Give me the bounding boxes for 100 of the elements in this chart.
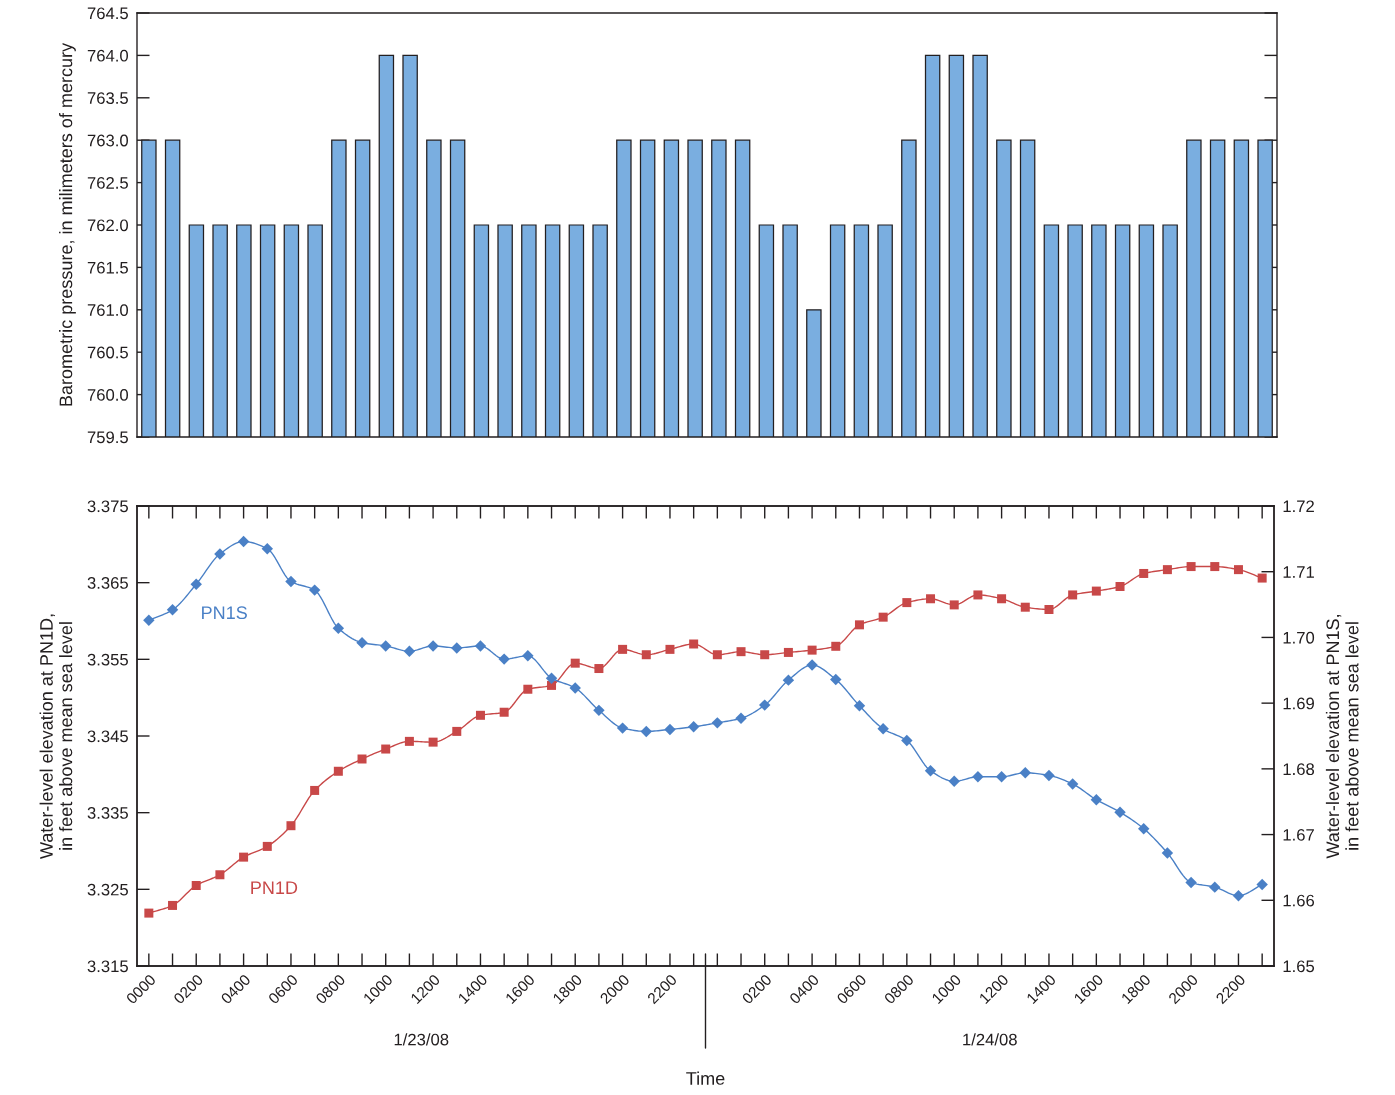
point: [689, 639, 699, 649]
y-tick-label: 759.5: [87, 431, 128, 444]
point: [1232, 889, 1245, 902]
point: [1115, 582, 1125, 591]
y-tick-label: 761.5: [87, 261, 128, 274]
point: [665, 644, 675, 654]
point: [522, 650, 534, 662]
point: [1068, 590, 1078, 600]
text: 1/23/08: [394, 1033, 449, 1046]
point: [1233, 565, 1243, 575]
point: [261, 542, 274, 555]
point: [854, 620, 864, 630]
text: 1/24/08: [963, 1033, 1017, 1046]
point: [1091, 586, 1101, 596]
y2-tick-label: 1.67: [1283, 828, 1314, 841]
point: [593, 704, 605, 717]
point: [499, 707, 509, 717]
point: [1090, 794, 1103, 806]
series-label: PN1D: [251, 881, 298, 894]
point: [191, 881, 201, 890]
point: [901, 734, 913, 747]
y2-tick-label: 1.70: [1283, 631, 1315, 644]
point: [807, 645, 817, 655]
point: [902, 598, 912, 608]
y-tick-label: 3.375: [87, 500, 128, 513]
point: [972, 771, 984, 783]
point: [308, 584, 321, 596]
point: [687, 721, 700, 733]
y-tick-label: 764.5: [87, 7, 128, 20]
point: [403, 645, 416, 657]
y-tick-label: 3.325: [87, 883, 128, 896]
point: [926, 594, 936, 604]
point: [997, 594, 1007, 604]
point: [545, 672, 558, 684]
y2-tick-label: 1.68: [1283, 763, 1315, 776]
point: [760, 650, 770, 660]
point: [1210, 562, 1220, 572]
y-axis-title: Water-level elevation at PN1D, in feet above mean sea level: [39, 614, 73, 860]
point: [618, 644, 628, 654]
point: [616, 722, 629, 734]
point: [878, 612, 888, 622]
x-axis-title: Time: [686, 1071, 725, 1085]
y-tick-label: 3.315: [87, 960, 128, 973]
point: [806, 659, 818, 671]
point: [570, 658, 580, 668]
point: [474, 640, 487, 652]
y-tick-label: 762.5: [87, 177, 128, 189]
point: [1256, 878, 1268, 891]
point: [428, 737, 438, 747]
point: [190, 578, 202, 590]
point: [1044, 605, 1054, 614]
point: [973, 590, 983, 600]
series-label: PN1S: [202, 606, 247, 620]
point: [783, 647, 793, 657]
y-tick-label: 761.0: [87, 304, 129, 316]
point: [357, 754, 367, 764]
point: [356, 636, 368, 649]
y2-tick-label: 1.66: [1283, 894, 1315, 907]
point: [1185, 876, 1197, 889]
point: [262, 841, 272, 851]
point: [214, 548, 226, 560]
point: [379, 640, 392, 652]
point: [1162, 565, 1172, 575]
point: [1137, 822, 1150, 835]
point: [853, 700, 866, 712]
point: [215, 870, 225, 880]
point: [1161, 847, 1174, 859]
point: [712, 650, 722, 660]
point: [830, 673, 842, 686]
point: [1209, 881, 1221, 893]
y-tick-label: 764.0: [87, 49, 129, 62]
y2-tick-label: 1.71: [1283, 566, 1314, 578]
point: [1114, 806, 1126, 818]
point: [1066, 778, 1079, 790]
y-tick-label: 760.0: [87, 389, 129, 401]
point: [995, 771, 1008, 783]
point: [1020, 602, 1030, 612]
point: [641, 650, 651, 660]
point: [949, 600, 959, 610]
point: [285, 575, 297, 588]
point: [333, 766, 343, 776]
point: [1019, 767, 1032, 779]
point: [924, 765, 937, 777]
point: [144, 908, 154, 918]
point: [1186, 562, 1196, 572]
point: [1257, 573, 1267, 583]
point: [877, 723, 889, 735]
y2-axis-title: Water-level elevation at PN1S, in feet above mean sea level: [1325, 615, 1359, 859]
y2-tick-label: 1.65: [1283, 960, 1315, 973]
point: [736, 647, 746, 657]
y-tick-label: 3.365: [87, 577, 128, 589]
point: [381, 744, 391, 754]
point: [664, 723, 676, 736]
point: [735, 712, 747, 724]
y-tick-label: 3.335: [87, 807, 128, 819]
point: [166, 604, 179, 616]
point: [143, 614, 155, 627]
point: [640, 725, 653, 738]
y-tick-label: 3.355: [87, 653, 128, 666]
point: [711, 717, 724, 729]
